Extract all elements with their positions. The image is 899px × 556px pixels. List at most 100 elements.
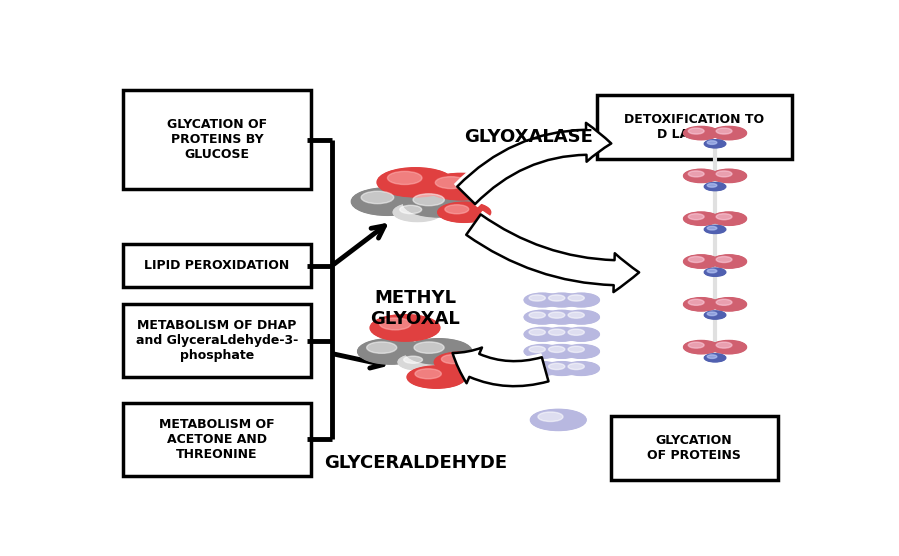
Text: GLYOXALASE: GLYOXALASE: [464, 128, 593, 146]
Ellipse shape: [415, 369, 441, 379]
Ellipse shape: [441, 355, 466, 364]
Ellipse shape: [435, 177, 467, 188]
Ellipse shape: [683, 340, 718, 354]
Text: GLYCATION OF
PROTEINS BY
GLUCOSE: GLYCATION OF PROTEINS BY GLUCOSE: [167, 118, 267, 161]
Ellipse shape: [393, 203, 442, 221]
Text: LIPID PEROXIDATION: LIPID PEROXIDATION: [144, 259, 289, 272]
Ellipse shape: [548, 329, 565, 335]
FancyArrowPatch shape: [452, 345, 549, 390]
Ellipse shape: [379, 318, 411, 330]
Ellipse shape: [708, 355, 717, 359]
Ellipse shape: [717, 299, 732, 305]
Ellipse shape: [568, 295, 584, 301]
Ellipse shape: [704, 268, 725, 276]
Ellipse shape: [544, 293, 580, 307]
Ellipse shape: [544, 361, 580, 375]
Ellipse shape: [708, 226, 717, 230]
Ellipse shape: [387, 171, 422, 185]
Ellipse shape: [711, 297, 746, 311]
Ellipse shape: [717, 256, 732, 262]
Ellipse shape: [438, 202, 491, 222]
Ellipse shape: [704, 225, 725, 234]
Ellipse shape: [434, 352, 487, 372]
Ellipse shape: [548, 364, 565, 370]
Ellipse shape: [529, 295, 546, 301]
Ellipse shape: [563, 327, 600, 341]
Ellipse shape: [717, 128, 732, 134]
Ellipse shape: [529, 312, 546, 318]
Ellipse shape: [352, 188, 423, 215]
FancyBboxPatch shape: [610, 416, 778, 480]
FancyArrowPatch shape: [464, 212, 639, 296]
Ellipse shape: [711, 212, 746, 225]
Ellipse shape: [378, 168, 454, 197]
Ellipse shape: [538, 412, 563, 421]
Ellipse shape: [524, 361, 560, 375]
Text: METABOLISM OF DHAP
and GlyceraLdehyde-3-
phosphate: METABOLISM OF DHAP and GlyceraLdehyde-3-…: [136, 319, 298, 362]
FancyBboxPatch shape: [123, 245, 311, 287]
Ellipse shape: [544, 310, 580, 324]
Ellipse shape: [544, 327, 580, 341]
Ellipse shape: [704, 354, 725, 362]
Ellipse shape: [704, 140, 725, 148]
Ellipse shape: [717, 171, 732, 177]
Ellipse shape: [689, 171, 704, 177]
Ellipse shape: [544, 345, 580, 358]
Ellipse shape: [683, 126, 718, 140]
Ellipse shape: [400, 205, 422, 214]
Ellipse shape: [708, 183, 717, 187]
Text: METHYL
GLYOXAL: METHYL GLYOXAL: [370, 289, 460, 328]
Ellipse shape: [683, 169, 718, 182]
Ellipse shape: [530, 409, 586, 430]
Ellipse shape: [689, 256, 704, 262]
FancyArrowPatch shape: [452, 348, 548, 386]
FancyBboxPatch shape: [123, 304, 311, 377]
Ellipse shape: [689, 342, 704, 348]
FancyArrowPatch shape: [467, 215, 639, 292]
Ellipse shape: [407, 366, 466, 388]
Ellipse shape: [568, 329, 584, 335]
Ellipse shape: [413, 194, 444, 206]
Ellipse shape: [414, 342, 444, 353]
Ellipse shape: [426, 173, 495, 200]
Ellipse shape: [563, 345, 600, 358]
Ellipse shape: [568, 346, 584, 353]
Ellipse shape: [689, 299, 704, 305]
FancyBboxPatch shape: [597, 95, 792, 159]
Ellipse shape: [563, 310, 600, 324]
Ellipse shape: [405, 339, 472, 364]
Ellipse shape: [568, 312, 584, 318]
Ellipse shape: [563, 293, 600, 307]
Ellipse shape: [708, 269, 717, 273]
Ellipse shape: [711, 340, 746, 354]
Ellipse shape: [717, 214, 732, 220]
Ellipse shape: [370, 315, 440, 341]
Ellipse shape: [711, 255, 746, 268]
Ellipse shape: [704, 311, 725, 319]
Text: GLYCERALDEHYDE: GLYCERALDEHYDE: [324, 454, 507, 471]
FancyBboxPatch shape: [123, 90, 311, 188]
FancyBboxPatch shape: [123, 403, 311, 475]
Ellipse shape: [358, 339, 424, 364]
Ellipse shape: [524, 345, 560, 358]
Ellipse shape: [524, 293, 560, 307]
Ellipse shape: [529, 329, 546, 335]
Ellipse shape: [708, 141, 717, 145]
Ellipse shape: [689, 214, 704, 220]
Ellipse shape: [708, 312, 717, 316]
Ellipse shape: [683, 297, 718, 311]
Ellipse shape: [398, 354, 440, 370]
Ellipse shape: [563, 361, 600, 375]
Ellipse shape: [548, 295, 565, 301]
Ellipse shape: [361, 191, 394, 203]
Ellipse shape: [367, 342, 396, 353]
Ellipse shape: [717, 342, 732, 348]
Ellipse shape: [711, 169, 746, 182]
Ellipse shape: [524, 310, 560, 324]
Ellipse shape: [683, 212, 718, 225]
Ellipse shape: [529, 364, 546, 370]
Ellipse shape: [689, 128, 704, 134]
Ellipse shape: [445, 205, 468, 214]
Ellipse shape: [548, 312, 565, 318]
Text: GLYCATION
OF PROTEINS: GLYCATION OF PROTEINS: [647, 434, 741, 461]
